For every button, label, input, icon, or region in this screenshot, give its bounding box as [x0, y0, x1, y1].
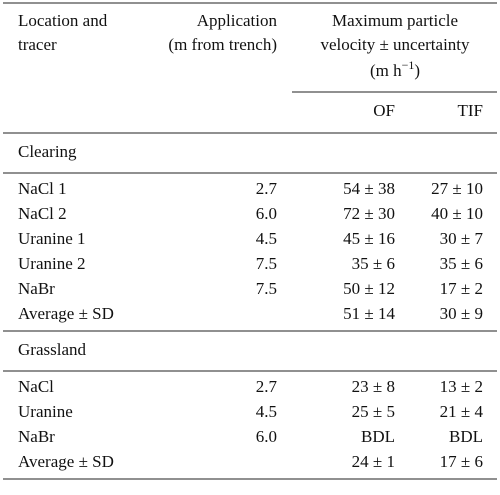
cell: 4.5 — [256, 402, 277, 421]
cell: 6.0 — [256, 427, 277, 446]
section-title: Grassland — [18, 340, 86, 359]
cell: 2.7 — [256, 179, 278, 198]
cell: 24 ± 1 — [352, 452, 395, 471]
column-header: tracer — [18, 35, 57, 54]
cell: Uranine 1 — [18, 229, 86, 248]
cell: 35 ± 6 — [352, 254, 395, 273]
cell: Uranine — [18, 402, 73, 421]
column-header: TIF — [458, 101, 484, 120]
cell: NaBr — [18, 279, 55, 298]
cell: 17 ± 6 — [440, 452, 483, 471]
cell: 27 ± 10 — [431, 179, 483, 198]
cell: 2.7 — [256, 377, 278, 396]
column-header: OF — [373, 101, 395, 120]
cell: 30 ± 7 — [440, 229, 484, 248]
cell: NaCl 1 — [18, 179, 67, 198]
cell: 72 ± 30 — [343, 204, 395, 223]
cell: 4.5 — [256, 229, 277, 248]
cell: NaCl 2 — [18, 204, 67, 223]
column-header: velocity ± uncertainty — [320, 35, 470, 54]
unit: (m h−1) — [370, 58, 420, 80]
cell: Uranine 2 — [18, 254, 86, 273]
section-title: Clearing — [18, 142, 77, 161]
cell: Average ± SD — [18, 304, 114, 323]
cell: 30 ± 9 — [440, 304, 483, 323]
cell: 35 ± 6 — [440, 254, 483, 273]
cell: 40 ± 10 — [431, 204, 483, 223]
cell: 7.5 — [256, 279, 277, 298]
cell: 54 ± 38 — [343, 179, 395, 198]
cell: 6.0 — [256, 204, 277, 223]
column-header: Location and — [18, 11, 108, 30]
unit-suffix: ) — [414, 61, 420, 80]
cell: NaCl — [18, 377, 54, 396]
cell: 25 ± 5 — [352, 402, 395, 421]
column-header: Application — [197, 11, 278, 30]
cell: BDL — [361, 427, 395, 446]
cell: 51 ± 14 — [343, 304, 395, 323]
cell: 45 ± 16 — [343, 229, 395, 248]
unit-prefix: (m h — [370, 61, 402, 80]
column-header: (m from trench) — [168, 35, 277, 54]
column-header: Maximum particle — [332, 11, 458, 30]
cell: 17 ± 2 — [440, 279, 483, 298]
unit-exponent: −1 — [402, 58, 415, 72]
cell: 50 ± 12 — [343, 279, 395, 298]
cell: Average ± SD — [18, 452, 114, 471]
cell: 21 ± 4 — [440, 402, 484, 421]
cell: BDL — [449, 427, 483, 446]
cell: 23 ± 8 — [352, 377, 395, 396]
cell: NaBr — [18, 427, 55, 446]
cell: 13 ± 2 — [440, 377, 483, 396]
cell: 7.5 — [256, 254, 277, 273]
